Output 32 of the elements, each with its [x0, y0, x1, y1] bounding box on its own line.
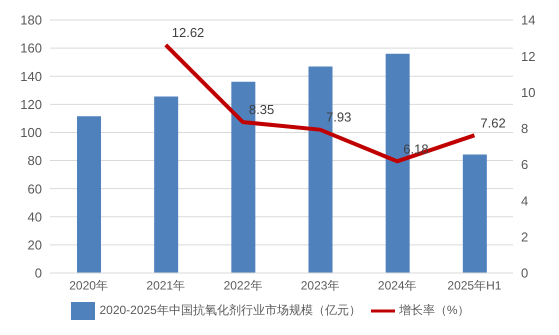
line-series: [164, 42, 476, 164]
x-tick-label: 2022年: [224, 278, 262, 293]
legend-label: 2020-2025年中国抗氧化剂行业市场规模（亿元）: [99, 303, 361, 318]
y-tick-label: 100: [20, 125, 42, 140]
x-tick-label: 2020年: [69, 278, 108, 293]
x-tick-label: 2023年: [300, 278, 340, 293]
y-tick-label: 60: [28, 181, 42, 196]
y2-tick-label: 0: [521, 266, 528, 281]
y-tick-label: 0: [34, 266, 42, 281]
y2-tick-label: 10: [521, 84, 536, 100]
y-tick-label: 120: [20, 96, 42, 112]
y-tick-label: 140: [20, 68, 42, 84]
y-tick-label: 80: [28, 153, 42, 168]
bar: [154, 96, 178, 273]
x-tick-label: 2024年: [378, 278, 417, 293]
y2-tick-label: 2: [521, 229, 528, 244]
y2-tick-label: 8: [521, 121, 528, 136]
y-tick-label: 40: [28, 209, 42, 224]
y2-tick-label: 12: [521, 48, 536, 64]
x-tick-label: 2021年: [146, 278, 186, 293]
y2-tick-label: 14: [521, 12, 536, 28]
data-label: 12.62: [172, 24, 204, 40]
y-tick-label: 180: [20, 12, 42, 28]
legend-label: 增长率（%）: [398, 303, 470, 318]
x-tick-label: 2025年H1: [447, 278, 502, 293]
bar: [77, 116, 101, 273]
y-tick-label: 20: [28, 238, 42, 253]
y2-tick-label: 6: [521, 157, 528, 172]
y2-tick-label: 4: [521, 193, 528, 208]
bar: [462, 154, 487, 273]
y-tick-label: 160: [20, 40, 42, 56]
data-label: 7.62: [480, 115, 506, 130]
